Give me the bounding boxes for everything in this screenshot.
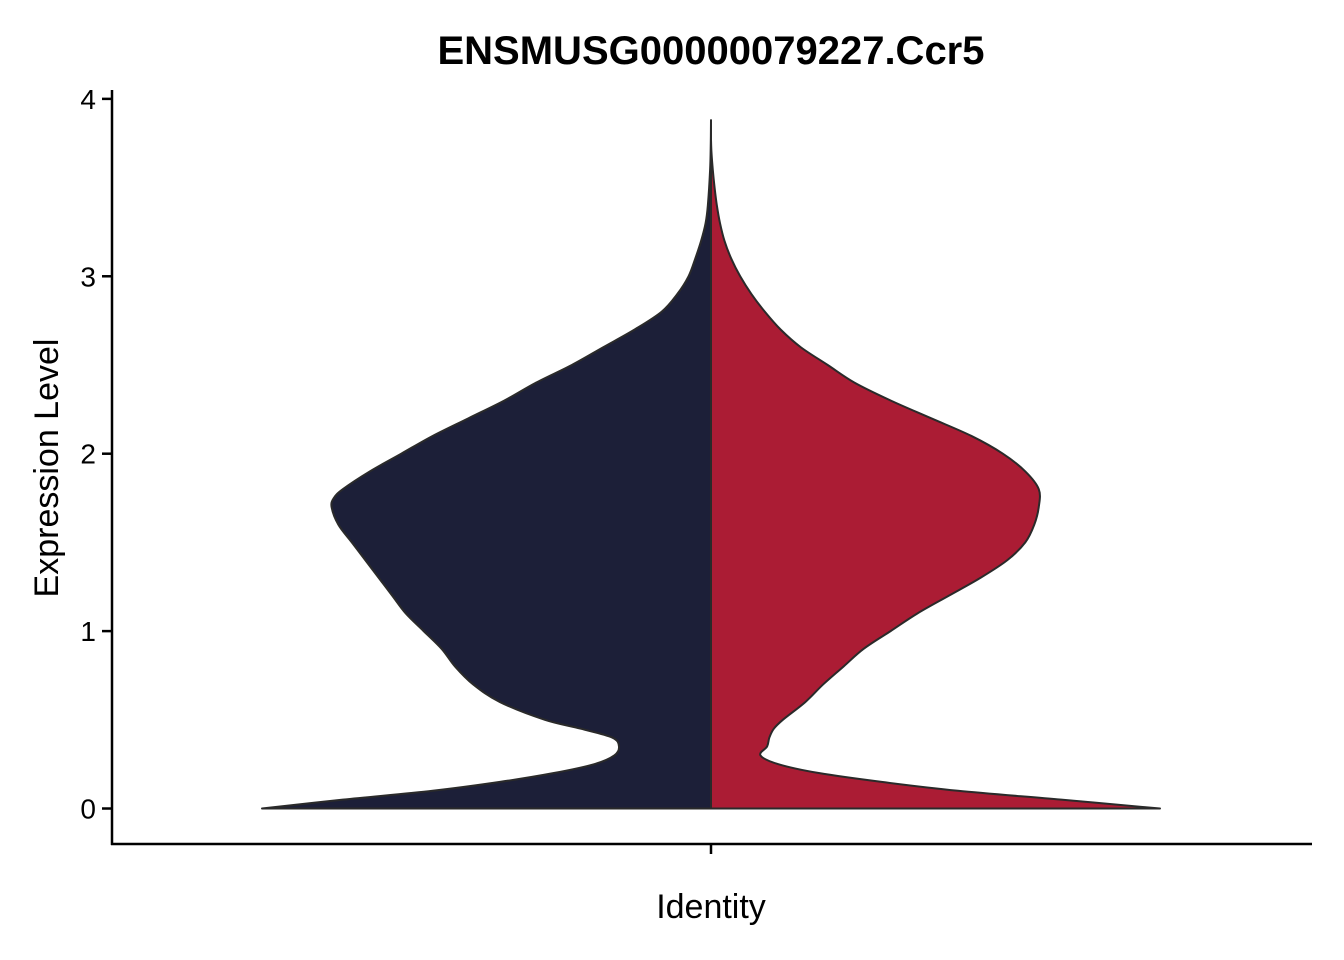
y-tick-label: 1	[80, 616, 96, 647]
y-axis: 0 1 2 3 4	[80, 84, 114, 845]
y-tick-label: 2	[80, 439, 96, 470]
y-tick-label: 0	[80, 794, 96, 825]
violin-group	[261, 119, 1161, 810]
violin-half-left	[261, 119, 712, 810]
x-axis	[111, 842, 1312, 854]
chart-title: ENSMUSG00000079227.Ccr5	[437, 29, 984, 73]
x-axis-label: Identity	[656, 888, 766, 926]
y-axis-label: Expression Level	[28, 339, 66, 598]
y-tick-label: 3	[80, 261, 96, 292]
y-tick-label: 4	[80, 84, 96, 115]
violin-half-right	[710, 138, 1161, 810]
